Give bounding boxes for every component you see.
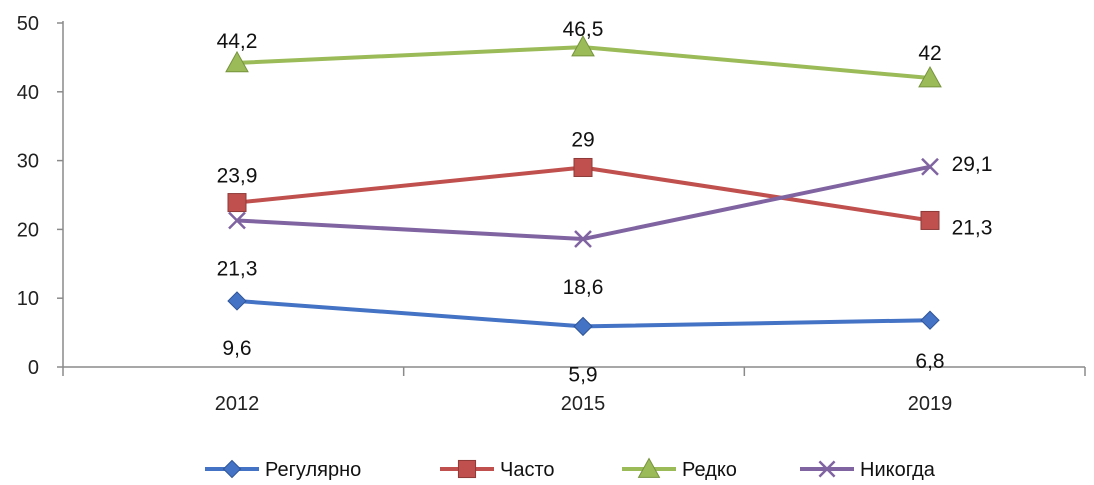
data-label: 29,1 (952, 153, 993, 176)
data-label: 29 (571, 128, 594, 151)
data-point (573, 316, 593, 337)
x-tick-label: 2015 (561, 393, 606, 415)
data-label: 18,6 (563, 276, 604, 299)
legend-label: Редко (682, 459, 737, 481)
y-tick-label: 30 (17, 151, 39, 173)
data-point (921, 157, 939, 176)
legend-item: Редко (622, 457, 737, 481)
data-label: 6,8 (915, 350, 944, 373)
data-point (918, 66, 942, 88)
y-tick-label: 50 (17, 13, 39, 35)
axes: 0 10 20 30 40 50 2012 2015 2019 (17, 13, 1086, 415)
y-tick-label: 40 (17, 82, 39, 104)
data-label: 21,3 (952, 216, 993, 239)
data-point (920, 310, 940, 330)
legend-item: Часто (440, 459, 555, 481)
legend-marker (637, 457, 661, 478)
data-labels: 9,6 5,9 6,8 23,9 29 21,3 44,2 46,5 42 21,3 18,6 29,… (217, 18, 993, 386)
legend-marker (222, 459, 242, 479)
x-tick-label: 2019 (908, 393, 953, 415)
legend-label: Никогда (860, 459, 936, 481)
legend-marker (818, 460, 836, 478)
data-label: 46,5 (563, 18, 604, 41)
data-point (227, 291, 247, 311)
x-tick-label: 2012 (215, 393, 260, 415)
y-tick-label: 20 (17, 219, 39, 241)
data-point (227, 193, 247, 213)
data-point (920, 210, 940, 230)
legend-item: Никогда (800, 459, 936, 481)
data-label: 23,9 (217, 165, 258, 188)
data-point (228, 211, 246, 230)
data-point (574, 230, 592, 248)
y-tick-label: 0 (28, 357, 39, 379)
data-label: 44,2 (217, 30, 258, 53)
data-label: 21,3 (217, 257, 258, 280)
y-tick-label: 10 (17, 288, 39, 310)
data-label: 9,6 (222, 337, 251, 360)
legend-item: Регулярно (205, 459, 361, 481)
data-label: 5,9 (568, 363, 597, 386)
legend-marker (457, 459, 477, 479)
legend-label: Регулярно (265, 459, 361, 481)
data-point (573, 157, 593, 177)
data-point (225, 50, 249, 73)
legend: Регулярно Часто Редко Никогда (205, 457, 936, 481)
series-markers (225, 35, 942, 337)
data-label: 42 (918, 42, 941, 65)
legend-label: Часто (500, 459, 555, 481)
data-point (571, 35, 595, 57)
